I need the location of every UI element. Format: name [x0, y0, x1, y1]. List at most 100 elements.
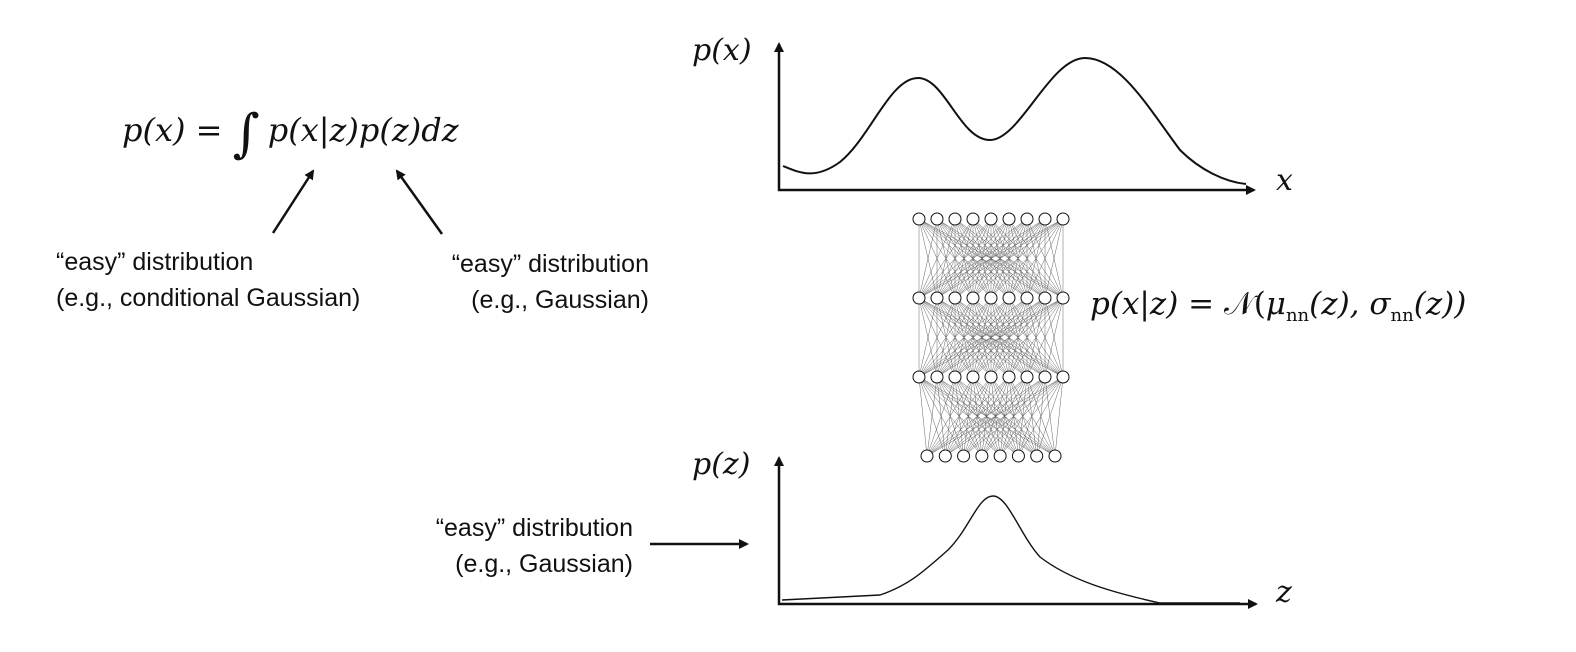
conditional-arrow — [271, 169, 315, 234]
pz-density-curve — [781, 495, 1240, 604]
px-plot: p(x) x — [692, 33, 1293, 198]
px-y-label: p(x) — [692, 33, 752, 68]
network-connection — [1044, 218, 1064, 299]
likelihood-open-paren: ( — [1253, 286, 1266, 322]
conditional-label-line1: “easy” distribution — [56, 248, 254, 276]
network-connection — [926, 376, 956, 457]
network-connection — [1036, 376, 1064, 457]
network-node-layer-2 — [966, 291, 980, 305]
latent-prior-line1: “easy” distribution — [435, 514, 633, 542]
network-connection — [963, 376, 1064, 457]
network-node-layer-3 — [1020, 370, 1034, 384]
network-connection — [918, 218, 974, 299]
network-node-layer-4 — [993, 449, 1007, 463]
network-node-layer-3 — [930, 370, 944, 384]
network-node-layer-2 — [1038, 291, 1052, 305]
network-node-layer-3 — [1002, 370, 1016, 384]
network-node-layer-3 — [948, 370, 962, 384]
network-connection — [1018, 376, 1064, 457]
network-connection — [981, 376, 1064, 457]
network-connection — [926, 376, 938, 457]
network-connection — [918, 218, 1046, 299]
network-connection — [1008, 218, 1064, 299]
network-connection — [926, 376, 1046, 457]
prior-distribution-label: “easy” distribution (e.g., Gaussian) — [400, 246, 649, 318]
network-node-layer-4 — [957, 449, 971, 463]
conditional-label-line2: (e.g., conditional Gaussian) — [56, 284, 361, 312]
network-node-layer-3 — [912, 370, 926, 384]
prior-arrow — [395, 169, 444, 235]
network-connection — [1054, 376, 1064, 457]
network-connection — [936, 218, 1064, 299]
network-node-layer-1 — [1002, 212, 1016, 226]
network-node-layer-4 — [920, 449, 934, 463]
network-connection — [918, 297, 974, 378]
network-connection — [990, 218, 1064, 299]
network-connection — [918, 376, 928, 457]
latent-prior-label: “easy” distribution (e.g., Gaussian) — [380, 510, 633, 582]
sigma-subscript: nn — [1390, 305, 1414, 327]
network-connection — [972, 218, 1064, 299]
neural-network — [912, 212, 1070, 463]
network-node-layer-2 — [1002, 291, 1016, 305]
network-node-layer-2 — [984, 291, 998, 305]
network-connection — [918, 218, 1064, 299]
network-node-layer-2 — [930, 291, 944, 305]
network-connection — [954, 297, 1064, 378]
px-density-curve — [782, 56, 1247, 185]
network-node-layer-4 — [1030, 449, 1044, 463]
sigma-symbol: σ — [1369, 286, 1391, 322]
network-node-layer-1 — [930, 212, 944, 226]
normal-symbol: 𝒩 — [1223, 286, 1254, 322]
network-connection — [918, 297, 992, 378]
network-node-layer-4 — [975, 449, 989, 463]
network-connection — [972, 297, 1064, 378]
network-node-layer-1 — [1020, 212, 1034, 226]
network-node-layer-2 — [1020, 291, 1034, 305]
network-connection — [918, 218, 1028, 299]
formula-rhs: p(x|z)p(z)dz — [267, 111, 459, 149]
network-node-layer-1 — [1038, 212, 1052, 226]
network-connection — [918, 297, 956, 378]
network-node-layer-1 — [912, 212, 926, 226]
network-connection — [990, 297, 1064, 378]
network-connection — [1008, 297, 1064, 378]
network-connection — [918, 297, 1028, 378]
network-node-layer-2 — [912, 291, 926, 305]
network-node-layer-3 — [1038, 370, 1052, 384]
network-connection — [926, 376, 1010, 457]
network-node-layer-3 — [966, 370, 980, 384]
likelihood-lhs: p(x|z) = — [1090, 286, 1224, 322]
network-connection — [936, 297, 1064, 378]
prior-label-line2: (e.g., Gaussian) — [471, 286, 649, 314]
network-node-layer-3 — [1056, 370, 1070, 384]
network-connection — [926, 376, 992, 457]
network-connection — [918, 218, 956, 299]
marginal-likelihood-formula: p(x) = ∫ p(x|z)p(z)dz — [122, 94, 459, 164]
network-node-layer-2 — [1056, 291, 1070, 305]
network-connection — [999, 376, 1064, 457]
network-connection — [918, 218, 938, 299]
network-connection — [918, 297, 1064, 378]
prior-label-line1: “easy” distribution — [451, 250, 649, 278]
integral-sign: ∫ — [232, 104, 260, 164]
network-connection — [918, 218, 992, 299]
network-node-layer-4 — [1011, 449, 1025, 463]
network-connection — [926, 376, 1028, 457]
network-connection — [918, 218, 1010, 299]
pz-x-label: z — [1275, 575, 1292, 610]
conditional-distribution-label: “easy” distribution (e.g., conditional G… — [56, 244, 360, 316]
network-node-layer-1 — [966, 212, 980, 226]
network-connection — [918, 297, 938, 378]
likelihood-formula: p(x|z) = 𝒩(μnn(z), σnn(z)) — [1090, 286, 1466, 326]
network-connection — [926, 376, 1064, 457]
network-node-layer-3 — [984, 370, 998, 384]
px-x-label: x — [1276, 163, 1293, 198]
network-connection — [1026, 218, 1064, 299]
network-connection — [1044, 297, 1064, 378]
sigma-argument: (z)) — [1413, 286, 1467, 322]
network-connection — [945, 376, 1064, 457]
network-node-layer-2 — [948, 291, 962, 305]
mu-argument: (z), — [1309, 286, 1370, 322]
